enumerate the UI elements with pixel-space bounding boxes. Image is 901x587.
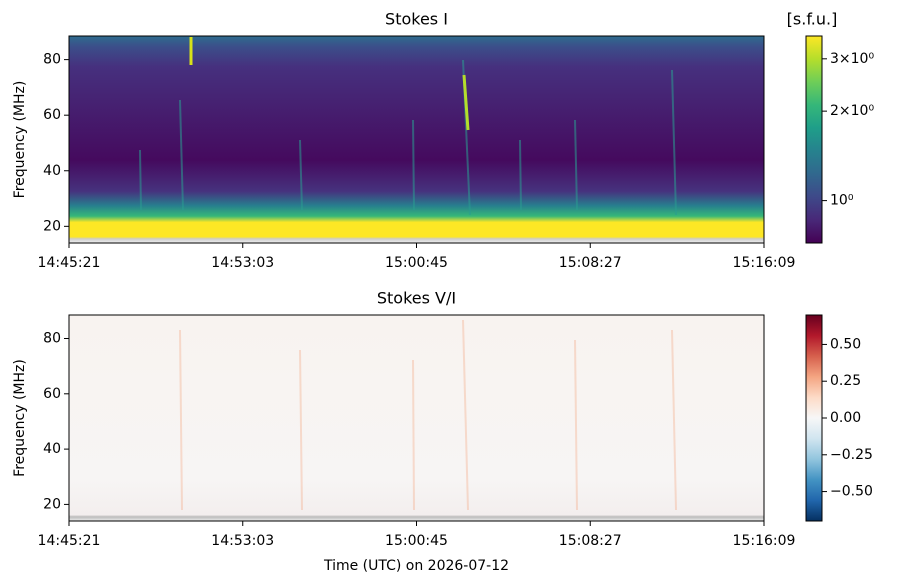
colorbar-tick-label: 3×10⁰ — [830, 51, 874, 67]
colorbar-tick-label: 10⁰ — [830, 193, 854, 209]
colorbar — [805, 35, 823, 244]
colorbar-tick-label: −0.50 — [830, 484, 873, 500]
x-axis-label: Time (UTC) on 2026-07-12 — [323, 558, 509, 574]
x-tick-label: 15:08:27 — [559, 255, 622, 271]
x-tick-label: 14:45:21 — [38, 255, 101, 271]
colorbar-tick-label: 0.25 — [830, 373, 861, 389]
colorbar-label: [s.f.u.] — [787, 10, 838, 29]
y-tick-label: 20 — [43, 218, 61, 234]
y-tick-label: 80 — [43, 52, 61, 68]
panel-title: Stokes I — [385, 10, 448, 29]
colorbar-tick-label: 0.00 — [830, 410, 861, 426]
x-tick-label: 15:00:45 — [385, 255, 448, 271]
y-axis-label: Frequency (MHz) — [12, 81, 28, 199]
colorbar-tick-label: 2×10⁰ — [830, 103, 874, 119]
colorbar — [805, 314, 823, 522]
colorbar-tick-label: −0.25 — [830, 447, 873, 463]
y-tick-label: 60 — [43, 107, 61, 123]
burst — [462, 74, 470, 131]
burst-streaks — [179, 319, 677, 511]
x-tick-label: 15:16:09 — [733, 255, 796, 271]
y-tick-label: 20 — [43, 496, 61, 512]
colorbar-tick-label: 0.50 — [830, 336, 861, 352]
x-tick-label: 15:16:09 — [733, 533, 796, 549]
y-tick-label: 60 — [43, 386, 61, 402]
x-tick-label: 14:53:03 — [211, 255, 274, 271]
spectrogram-image — [69, 36, 764, 243]
x-tick-label: 15:08:27 — [559, 533, 622, 549]
y-tick-label: 80 — [43, 331, 61, 347]
y-tick-label: 40 — [43, 441, 61, 457]
x-tick-label: 15:00:45 — [385, 533, 448, 549]
y-axis-label: Frequency (MHz) — [12, 359, 28, 477]
x-tick-label: 14:53:03 — [211, 533, 274, 549]
panel-title: Stokes V/I — [377, 289, 456, 308]
x-tick-label: 14:45:21 — [38, 533, 101, 549]
y-tick-label: 40 — [43, 163, 61, 179]
spectrogram-image — [69, 315, 764, 521]
